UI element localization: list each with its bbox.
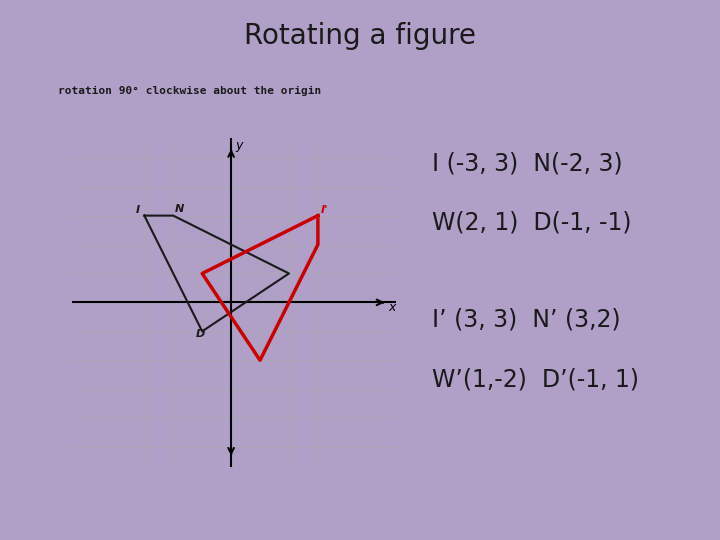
Text: y: y [235, 139, 243, 152]
Text: I (-3, 3)  N(-2, 3): I (-3, 3) N(-2, 3) [432, 151, 623, 175]
Text: I: I [136, 205, 140, 215]
Text: I': I' [321, 205, 328, 215]
Text: N: N [175, 204, 184, 214]
Text: Rotating a figure: Rotating a figure [244, 22, 476, 50]
Text: rotation 90° clockwise about the origin: rotation 90° clockwise about the origin [58, 86, 321, 97]
Text: W’(1,-2)  D’(-1, 1): W’(1,-2) D’(-1, 1) [432, 367, 639, 391]
Text: I’ (3, 3)  N’ (3,2): I’ (3, 3) N’ (3,2) [432, 308, 621, 332]
Text: W(2, 1)  D(-1, -1): W(2, 1) D(-1, -1) [432, 211, 631, 234]
Text: x: x [389, 301, 396, 314]
Text: D: D [196, 329, 205, 339]
